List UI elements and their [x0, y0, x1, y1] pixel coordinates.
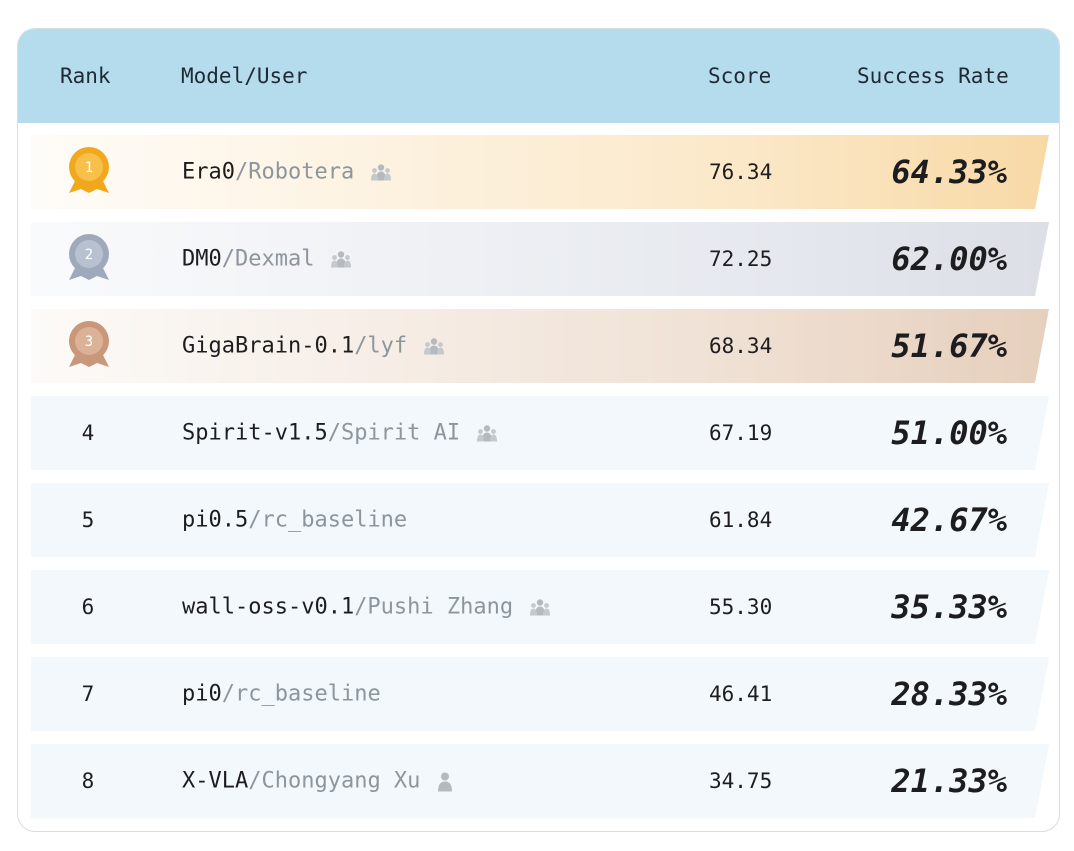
table-row: 2 DM0/Dexmal 72.25 62.00% [31, 222, 1049, 296]
medal-inner [75, 240, 103, 268]
row-background [31, 396, 1049, 470]
score-cell: 68.34 [709, 334, 773, 358]
model-user-cell: pi0.5/rc_baseline [182, 508, 407, 533]
model-name: GigaBrain-0.1 [182, 333, 355, 359]
model-user-cell: DM0/Dexmal [182, 247, 352, 272]
model-user-cell: Spirit-v1.5/Spirit AI [182, 421, 498, 446]
header-cell: Rank [60, 64, 111, 88]
user-name: /rc_baseline [248, 507, 408, 533]
icon-shape [371, 163, 392, 180]
user-name: /rc_baseline [221, 681, 381, 707]
table-row: 5 pi0.5/rc_baseline 61.84 42.67% [31, 483, 1049, 557]
user-name: /lyf [354, 333, 408, 359]
success-rate-cell: 51.00% [891, 414, 1007, 452]
success-rate-cell: 28.33% [891, 675, 1007, 713]
user-name: /Pushi Zhang [354, 594, 514, 620]
medal: 1 [69, 147, 109, 193]
rank-number: 7 [81, 682, 95, 706]
model-name: Spirit-v1.5 [182, 420, 328, 446]
model-name: pi0.5 [182, 507, 249, 533]
model-user-cell: pi0/rc_baseline [182, 682, 381, 707]
rank-number: 6 [81, 595, 95, 619]
icon-shape [530, 598, 551, 615]
model-user-cell: Era0/Robotera [182, 160, 392, 185]
user-name: /Dexmal [221, 246, 315, 272]
model-name: DM0 [182, 246, 222, 272]
success-rate-cell: 51.67% [891, 327, 1007, 365]
success-rate-cell: 64.33% [891, 153, 1007, 191]
user-name: /Spirit AI [327, 420, 461, 446]
medal: 3 [69, 321, 109, 367]
table-row: 7 pi0/rc_baseline 46.41 28.33% [31, 657, 1049, 731]
person-icon [438, 772, 453, 791]
score-cell: 61.84 [709, 508, 773, 532]
team-icon [530, 598, 551, 615]
success-rate-cell: 21.33% [891, 762, 1007, 800]
team-icon [477, 424, 498, 441]
row-background [31, 657, 1049, 731]
icon-shape [331, 250, 352, 267]
rank-number: 8 [81, 769, 95, 793]
icon-shape [424, 337, 445, 354]
team-icon [371, 163, 392, 180]
score-cell: 67.19 [709, 421, 773, 445]
model-name: pi0 [182, 681, 222, 707]
table-row: 8 X-VLA/Chongyang Xu 34.75 21.33% [31, 744, 1049, 818]
table-row: 6 wall-oss-v0.1/Pushi Zhang 55.30 35.33% [31, 570, 1049, 644]
header-cell: Model/User [181, 64, 308, 88]
table-row: 1 Era0/Robotera 76.34 64.33% [31, 135, 1049, 209]
rank-number: 1 [85, 160, 93, 176]
table-row: 3 GigaBrain-0.1/lyf 68.34 51.67% [31, 309, 1049, 383]
model-user-cell: wall-oss-v0.1/Pushi Zhang [182, 595, 551, 620]
header-row: Rank Model/User Score Success Rate [18, 29, 1059, 123]
score-cell: 46.41 [709, 682, 773, 706]
leaderboard: Rank Model/User Score Success Rate 1 Era0… [17, 28, 1060, 832]
rank-number: 4 [81, 421, 95, 445]
rank-number: 3 [85, 334, 93, 350]
rank-number: 5 [81, 508, 95, 532]
row-background [31, 483, 1049, 557]
medal-inner [75, 153, 103, 181]
medal-inner [75, 327, 103, 355]
model-name: wall-oss-v0.1 [182, 594, 355, 620]
medal: 2 [69, 234, 109, 280]
row-background [31, 744, 1049, 818]
user-name: /Robotera [234, 159, 355, 185]
row-background [31, 309, 1049, 383]
row-background [31, 135, 1049, 209]
user-name: /Chongyang Xu [248, 768, 421, 794]
model-user-cell: GigaBrain-0.1/lyf [182, 334, 445, 359]
score-cell: 34.75 [709, 769, 773, 793]
icon-shape [438, 772, 453, 791]
table-row: 4 Spirit-v1.5/Spirit AI 67.19 51.00% [31, 396, 1049, 470]
model-name: Era0 [182, 159, 235, 185]
header-cell: Score [708, 64, 772, 88]
success-rate-cell: 42.67% [891, 501, 1007, 539]
header-cell: Success Rate [857, 64, 1009, 88]
score-cell: 55.30 [709, 595, 773, 619]
success-rate-cell: 35.33% [891, 588, 1007, 626]
icon-shape [477, 424, 498, 441]
team-icon [424, 337, 445, 354]
score-cell: 76.34 [709, 160, 773, 184]
success-rate-cell: 62.00% [891, 240, 1007, 278]
rank-number: 2 [85, 247, 93, 263]
row-background [31, 222, 1049, 296]
model-user-cell: X-VLA/Chongyang Xu [182, 769, 458, 794]
score-cell: 72.25 [709, 247, 773, 271]
model-name: X-VLA [182, 768, 249, 794]
team-icon [331, 250, 352, 267]
